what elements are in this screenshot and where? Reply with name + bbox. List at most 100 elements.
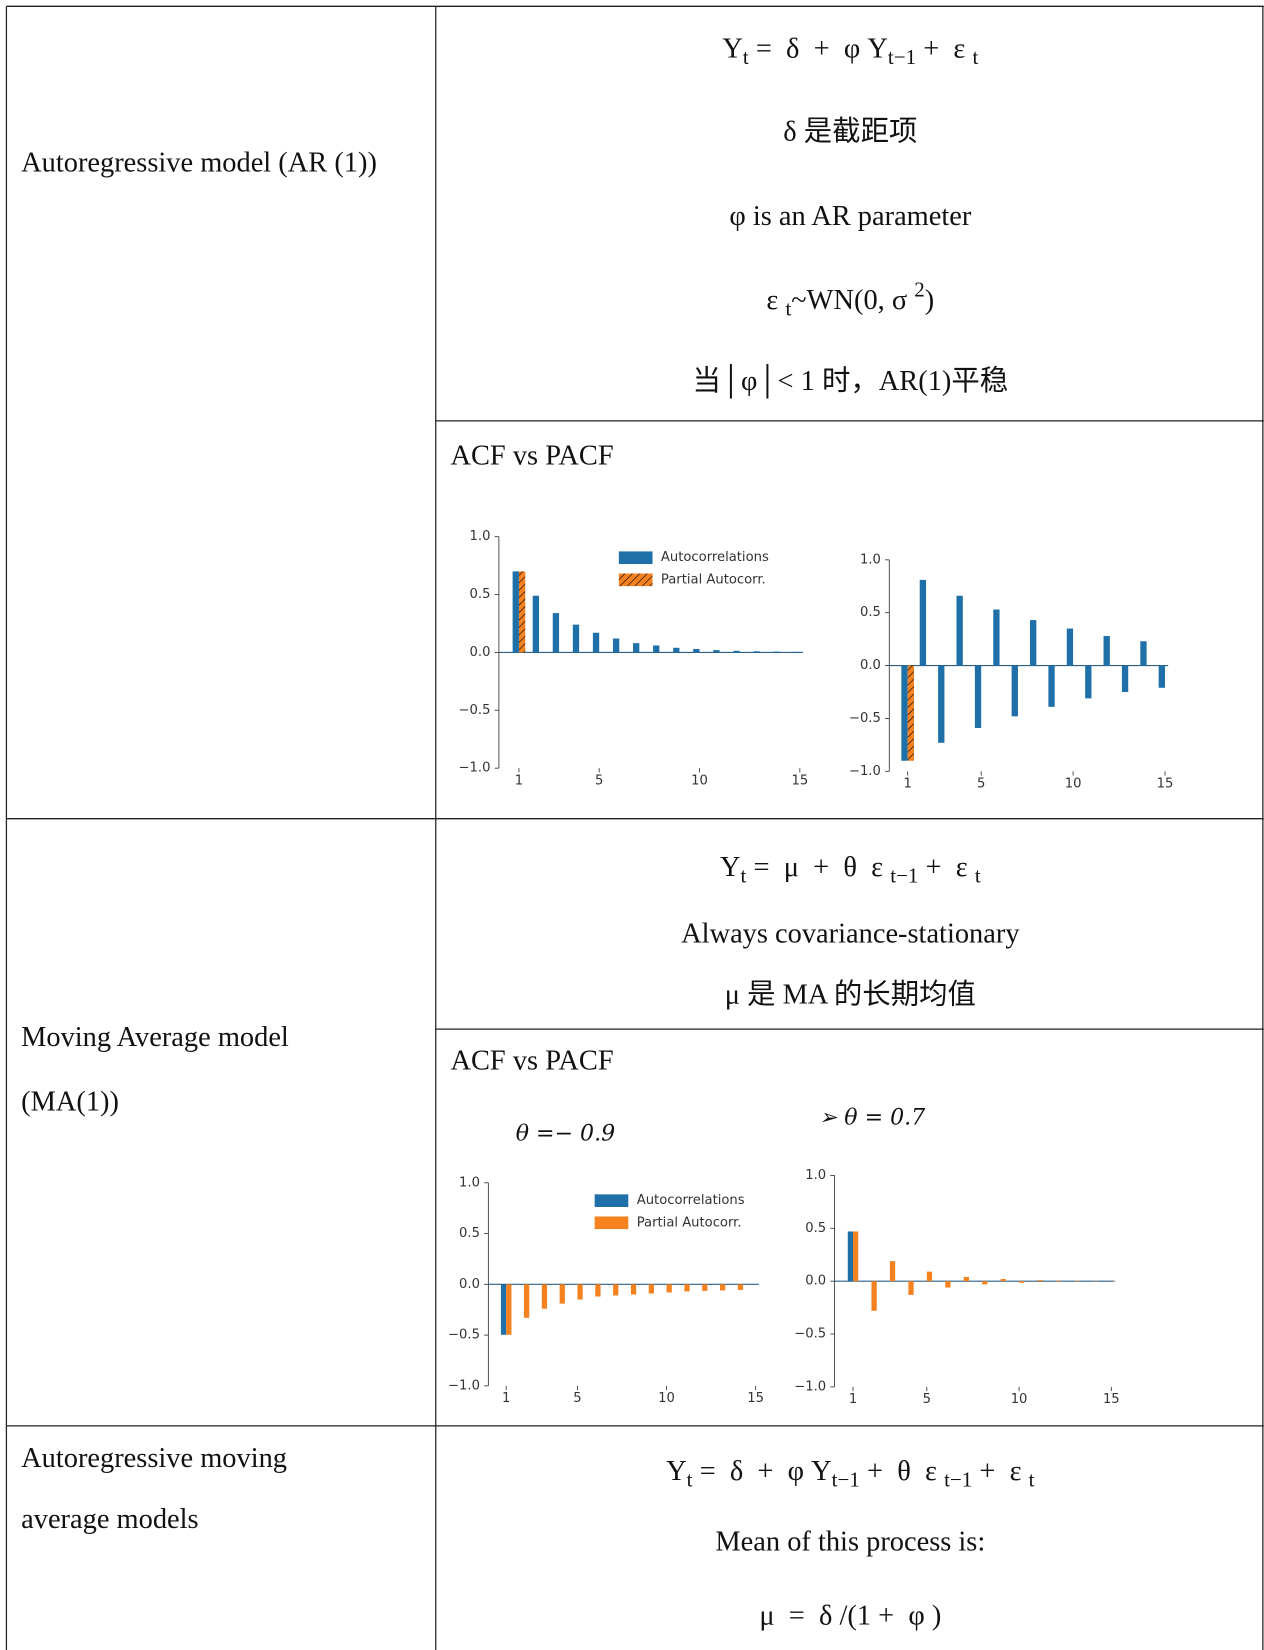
bar [559, 1284, 565, 1304]
bar [595, 1284, 601, 1297]
formula-text: δ 是截距项 [783, 115, 917, 147]
formula-text: Mean of this process is: [715, 1526, 985, 1557]
bar [847, 1231, 854, 1282]
bar [577, 1284, 583, 1300]
x-tick-label: 10 [1065, 776, 1082, 791]
bar [633, 643, 640, 653]
y-tick-label: 1.0 [860, 552, 881, 567]
x-tick-label: 10 [658, 1391, 675, 1406]
formula-text: + ε [972, 1456, 1028, 1487]
bar [1074, 1280, 1080, 1282]
legend-swatch [594, 1216, 629, 1230]
legend-label: Autocorrelations [637, 1193, 745, 1208]
formula-text: μ 是 MA 的长期均值 [725, 978, 976, 1010]
formula-line: Yt = δ + φ Yt−1 + θ ε t−1 + ε t [666, 1456, 1035, 1492]
bar [592, 632, 600, 653]
bar [630, 1284, 637, 1295]
bar [908, 1281, 914, 1295]
bar [974, 665, 982, 728]
bar [901, 665, 908, 761]
bar [907, 665, 914, 761]
x-tick-label: 10 [691, 773, 708, 788]
script-text: t [743, 45, 749, 69]
formula-line: Yt = δ + φ Yt−1 + ε t [722, 33, 978, 69]
script-text: t−1 [890, 863, 918, 887]
x-tick-label: 5 [923, 1392, 931, 1407]
bar [653, 645, 660, 653]
bar [1103, 635, 1110, 666]
chart-title: ➢ θ = 0.7 [819, 1105, 926, 1131]
y-tick-label: 0.5 [805, 1221, 826, 1236]
formula-text: ε [766, 285, 785, 316]
bar [1140, 641, 1147, 666]
formula-text: Y [720, 852, 741, 883]
y-tick-label: 0.0 [470, 645, 491, 660]
bar [1011, 665, 1018, 717]
formula-text: μ = δ /(1 + φ ) [759, 1600, 941, 1631]
bar [773, 651, 780, 653]
formula-text: 当│φ│< 1 时，AR(1)平稳 [693, 364, 1009, 399]
formula-line: δ 是截距项 [783, 115, 917, 147]
bar [1158, 665, 1165, 688]
formula-text: ~WN(0, σ [791, 285, 914, 316]
bar [613, 1284, 619, 1296]
formula-text: φ is an AR parameter [729, 200, 972, 231]
bar [737, 1284, 744, 1290]
formula-text: + ε [916, 33, 972, 64]
bar [518, 571, 526, 653]
script-text: t−1 [888, 45, 916, 69]
script-text: t [1029, 1467, 1035, 1491]
formula-text: Y [666, 1456, 687, 1487]
y-tick-label: 0.5 [860, 605, 881, 620]
x-tick-label: 5 [977, 776, 985, 791]
legend-swatch [594, 1194, 629, 1207]
bar [702, 1284, 708, 1291]
script-text: t [972, 45, 978, 69]
script-text: t [785, 296, 791, 320]
x-tick-label: 15 [747, 1391, 764, 1406]
x-tick-label: 15 [1103, 1392, 1120, 1407]
acf-chart: −1.0−0.50.00.51.01 5 10 15θ =− 0.9Autocorre… [448, 1120, 764, 1406]
cell-caption: ACF vs PACF [450, 1045, 613, 1076]
formula-line: Always covariance-stationary [681, 918, 1020, 949]
y-tick-label: −0.5 [794, 1327, 826, 1342]
formula-line: Yt = μ + θ ε t−1 + ε t [720, 852, 981, 888]
formula-line: 当│φ│< 1 时，AR(1)平稳 [693, 364, 1009, 399]
y-tick-label: −0.5 [849, 711, 881, 726]
bar [919, 579, 927, 666]
script-text: t [687, 1467, 693, 1491]
bar [733, 650, 740, 653]
bar [523, 1284, 530, 1318]
bar [500, 1284, 507, 1335]
formula-line: μ = δ /(1 + φ ) [759, 1600, 941, 1631]
y-tick-label: −1.0 [794, 1379, 826, 1394]
bar [1048, 665, 1055, 707]
formula-text: Y [722, 33, 743, 64]
bar [993, 609, 1000, 666]
formula-text: = δ + φ Y [693, 1456, 832, 1487]
formula-text: ) [925, 285, 934, 316]
bar [793, 651, 800, 653]
formula-line: φ is an AR parameter [729, 200, 972, 231]
chart-title: θ =− 0.9 [516, 1120, 615, 1146]
script-text: t [975, 863, 981, 887]
y-tick-label: 0.0 [459, 1277, 480, 1292]
bar [889, 1261, 896, 1282]
formula-text: Always covariance-stationary [681, 918, 1020, 949]
x-tick-label: 10 [1011, 1392, 1028, 1407]
y-tick-label: 0.5 [470, 587, 491, 602]
bar [938, 665, 945, 743]
bar [753, 651, 760, 653]
bar [720, 1284, 726, 1291]
bar [648, 1284, 654, 1294]
y-tick-label: −0.5 [459, 703, 491, 718]
acf-chart: −1.0−0.50.00.51.01 5 10 15➢ θ = 0.7 [794, 1105, 1119, 1407]
y-tick-label: −1.0 [849, 764, 881, 779]
bar [1085, 665, 1092, 699]
x-tick-label: 5 [573, 1391, 581, 1406]
row-label: Autoregressive model (AR (1)) [21, 148, 377, 179]
bar [1037, 1280, 1043, 1282]
row-label: Autoregressive moving [21, 1443, 287, 1474]
script-text: t−1 [832, 1467, 860, 1491]
bar [1121, 665, 1129, 693]
